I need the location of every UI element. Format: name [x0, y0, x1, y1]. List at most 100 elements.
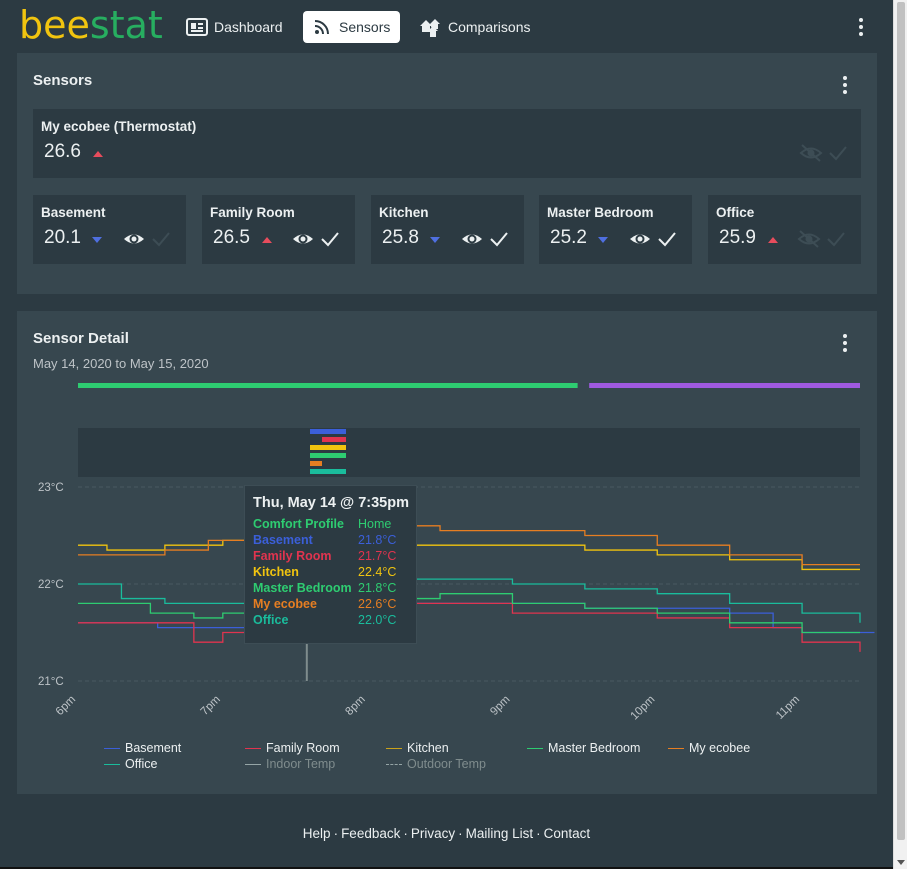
tooltip-row: Family Room 21.7°C: [253, 549, 413, 565]
tooltip-title: Thu, May 14 @ 7:35pm: [253, 495, 409, 511]
tooltip-row-label: Comfort Profile: [253, 517, 344, 531]
legend-label: Outdoor Temp: [407, 757, 486, 771]
tooltip-row-label: Kitchen: [253, 565, 299, 579]
eye-icon[interactable]: [291, 230, 315, 252]
legend-label: Basement: [125, 741, 182, 755]
tooltip-row-label: Master Bedroom: [253, 581, 352, 595]
footer-link-mailing-list[interactable]: Mailing List: [465, 826, 534, 841]
sensor-name: Family Room: [210, 205, 295, 220]
check-icon[interactable]: [826, 230, 846, 252]
thermostat-temp: 26.6: [44, 141, 81, 162]
tooltip-row-label: Family Room: [253, 549, 332, 563]
tooltip-row: Master Bedroom 21.8°C: [253, 581, 413, 597]
scrollbar[interactable]: [893, 0, 907, 869]
thermostat-tile[interactable]: My ecobee (Thermostat) 26.6: [33, 109, 861, 178]
tooltip-row-label: Basement: [253, 533, 313, 547]
eye-icon[interactable]: [628, 230, 652, 252]
sensor-tile-office[interactable]: Office 25.9: [708, 195, 861, 264]
sensor-name: Basement: [41, 205, 106, 220]
nav-dashboard[interactable]: Dashboard: [176, 11, 293, 43]
sensor-temp: 20.1: [44, 227, 81, 248]
legend-swatch: [245, 748, 261, 749]
eye-off-icon[interactable]: [799, 144, 823, 166]
tooltip-row-label: My ecobee: [253, 597, 317, 611]
scroll-down-arrow-icon[interactable]: [897, 860, 905, 865]
legend-swatch: [527, 748, 543, 749]
eye-icon[interactable]: [122, 230, 146, 252]
rss-icon: [313, 18, 333, 36]
legend-label: Kitchen: [407, 741, 449, 755]
thermostat-name: My ecobee (Thermostat): [41, 119, 197, 134]
tooltip-row: My ecobee 22.6°C: [253, 597, 413, 613]
trend-down-icon: [598, 237, 608, 243]
legend-label: Office: [125, 757, 158, 771]
logo-part-bee: bee: [19, 3, 90, 47]
footer: Help · Feedback · Privacy · Mailing List · Conta…: [0, 826, 893, 841]
nav-comparisons-label: Comparisons: [448, 19, 531, 35]
sensor-temp: 25.2: [550, 227, 587, 248]
sensor-tile-basement[interactable]: Basement 20.1: [33, 195, 186, 264]
home-group-icon: [418, 16, 442, 38]
beestat-logo[interactable]: beestat: [19, 3, 163, 47]
tooltip-row-value: 21.7°C: [358, 549, 397, 563]
trend-up-icon: [768, 237, 778, 243]
sensor-detail-menu-kebab-icon[interactable]: [835, 333, 855, 353]
tooltip-row-value: 21.8°C: [358, 581, 397, 595]
legend-swatch: [386, 748, 402, 749]
footer-separator: ·: [536, 826, 541, 841]
scrollbar-thumb[interactable]: [897, 2, 905, 840]
nav-sensors[interactable]: Sensors: [303, 11, 400, 43]
sensor-name: Master Bedroom: [547, 205, 654, 220]
tooltip-row: Basement 21.8°C: [253, 533, 413, 549]
trend-up-icon: [93, 151, 103, 157]
check-icon[interactable]: [489, 230, 509, 252]
footer-separator: ·: [403, 826, 408, 841]
tooltip-row-value: 21.8°C: [358, 533, 397, 547]
tooltip-row-value: Home: [358, 517, 392, 531]
sensor-tile-family-room[interactable]: Family Room 26.5: [202, 195, 355, 264]
nav-sensors-label: Sensors: [339, 19, 391, 35]
tooltip-row-value: 22.6°C: [358, 597, 397, 611]
legend-swatch: [104, 748, 120, 749]
trend-down-icon: [92, 237, 102, 243]
check-icon[interactable]: [151, 230, 171, 252]
sensor-detail-title: Sensor Detail: [33, 330, 129, 347]
legend-label: Family Room: [266, 741, 340, 755]
sensors-card-menu-kebab-icon[interactable]: [835, 75, 855, 95]
sensors-card-title: Sensors: [33, 72, 93, 89]
sensor-temp: 26.5: [213, 227, 250, 248]
tooltip-row-value: 22.0°C: [358, 613, 397, 627]
trend-up-icon: [262, 237, 272, 243]
sensor-detail-card: Sensor Detail May 14, 2020 to May 15, 20…: [17, 311, 877, 794]
legend-swatch: [245, 764, 261, 765]
dashboard-icon: [186, 18, 208, 36]
sensor-tile-master-bedroom[interactable]: Master Bedroom 25.2: [539, 195, 692, 264]
trend-down-icon: [430, 237, 440, 243]
legend-swatch: [104, 764, 120, 765]
sensors-card: Sensors My ecobee (Thermostat) 26.6 Base…: [17, 53, 877, 294]
check-icon[interactable]: [657, 230, 677, 252]
tooltip-row-label: Office: [253, 613, 289, 627]
eye-icon[interactable]: [460, 230, 484, 252]
legend-label: Master Bedroom: [548, 741, 641, 755]
tooltip-row: Office 22.0°C: [253, 613, 413, 629]
check-icon[interactable]: [828, 144, 848, 166]
app-header: beestat Dashboard Sensors Comparisons: [0, 0, 893, 52]
nav-comparisons[interactable]: Comparisons: [408, 11, 540, 43]
sensor-tile-kitchen[interactable]: Kitchen 25.8: [371, 195, 524, 264]
logo-part-stat: stat: [89, 3, 163, 47]
footer-link-contact[interactable]: Contact: [543, 826, 591, 841]
sensor-name: Office: [716, 205, 755, 220]
main-menu-kebab-icon[interactable]: [851, 17, 871, 37]
eye-off-icon[interactable]: [797, 230, 821, 252]
sensor-name: Kitchen: [379, 205, 429, 220]
footer-separator: ·: [458, 826, 463, 841]
footer-link-feedback[interactable]: Feedback: [341, 826, 401, 841]
legend-swatch: [386, 764, 402, 765]
footer-link-help[interactable]: Help: [302, 826, 331, 841]
legend-swatch: [668, 748, 684, 749]
legend-label: Indoor Temp: [266, 757, 336, 771]
tooltip-row-value: 22.4°C: [358, 565, 397, 579]
check-icon[interactable]: [320, 230, 340, 252]
footer-link-privacy[interactable]: Privacy: [410, 826, 456, 841]
